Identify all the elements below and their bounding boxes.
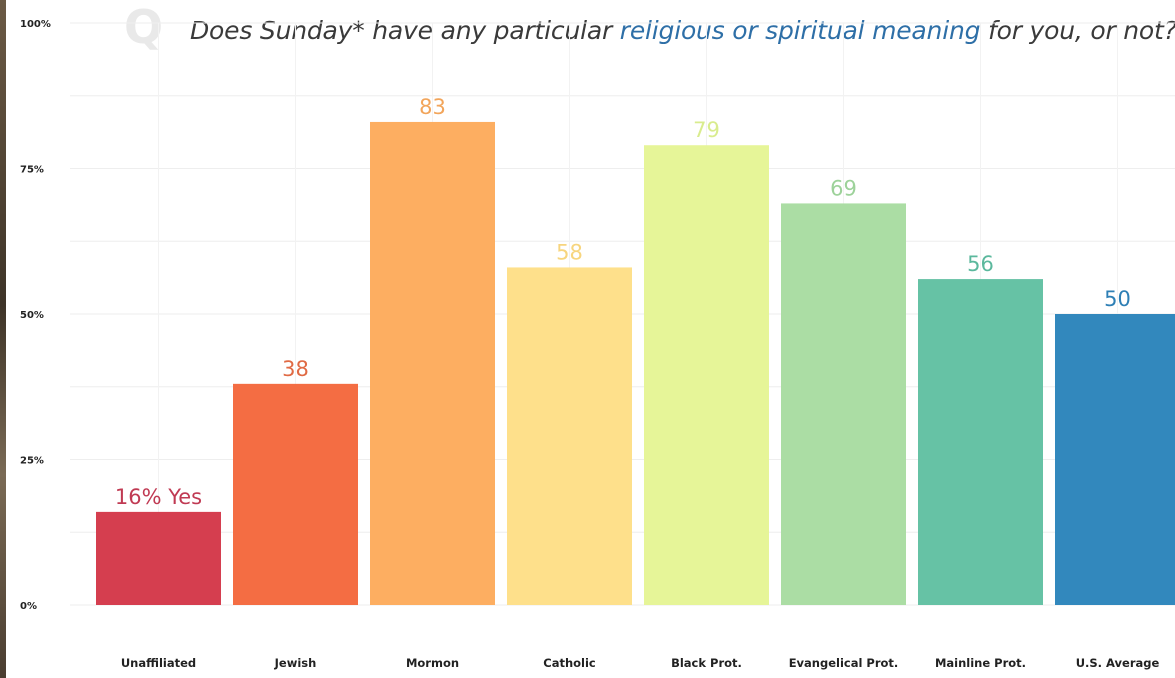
data-label: 58	[556, 240, 583, 264]
data-label: 16% Yes	[115, 485, 202, 509]
y-axis-ticks: 0% 25% 50% 75% 100%	[20, 19, 51, 612]
x-tick-label: Evangelical Prot.	[789, 656, 899, 670]
y-tick-label: 0%	[20, 601, 37, 612]
bar	[1055, 314, 1175, 605]
data-label: 79	[693, 118, 720, 142]
data-label: 38	[282, 357, 309, 381]
bar	[507, 267, 632, 605]
x-tick-label: U.S. Average	[1076, 656, 1160, 670]
x-tick-label: Unaffiliated	[121, 656, 196, 670]
x-tick-label: Mormon	[406, 656, 459, 670]
y-tick-label: 75%	[20, 165, 44, 176]
bar	[781, 203, 906, 606]
left-background-strip	[0, 0, 6, 678]
bar	[918, 279, 1043, 605]
y-tick-label: 50%	[20, 310, 44, 321]
question-icon: Q	[124, 0, 164, 54]
data-label: 83	[419, 95, 446, 119]
x-tick-label: Black Prot.	[671, 656, 742, 670]
data-label: 50	[1104, 287, 1131, 311]
data-label: 56	[967, 252, 994, 276]
bar	[96, 511, 221, 605]
x-tick-label: Catholic	[543, 656, 596, 670]
bar	[644, 145, 769, 605]
chart-title: Does Sunday* have any particular religio…	[190, 16, 1175, 45]
x-axis-ticks: Unaffiliated Jewish Mormon Catholic Black Pr…	[121, 656, 1160, 670]
data-label: 69	[830, 176, 857, 200]
title-highlight: religious or spiritual meaning	[619, 16, 981, 45]
bar	[233, 383, 358, 605]
title-suffix: for you, or not?	[980, 16, 1175, 45]
title-prefix: Does Sunday* have any particular	[190, 16, 620, 45]
bar	[370, 121, 495, 605]
y-tick-label: 100%	[20, 19, 51, 30]
x-tick-label: Jewish	[274, 656, 317, 670]
x-tick-label: Mainline Prot.	[935, 656, 1026, 670]
bars	[96, 121, 1175, 606]
data-labels: 16% Yes 38 83 58 79 69 56 50	[115, 95, 1131, 509]
y-tick-label: 25%	[20, 456, 44, 467]
